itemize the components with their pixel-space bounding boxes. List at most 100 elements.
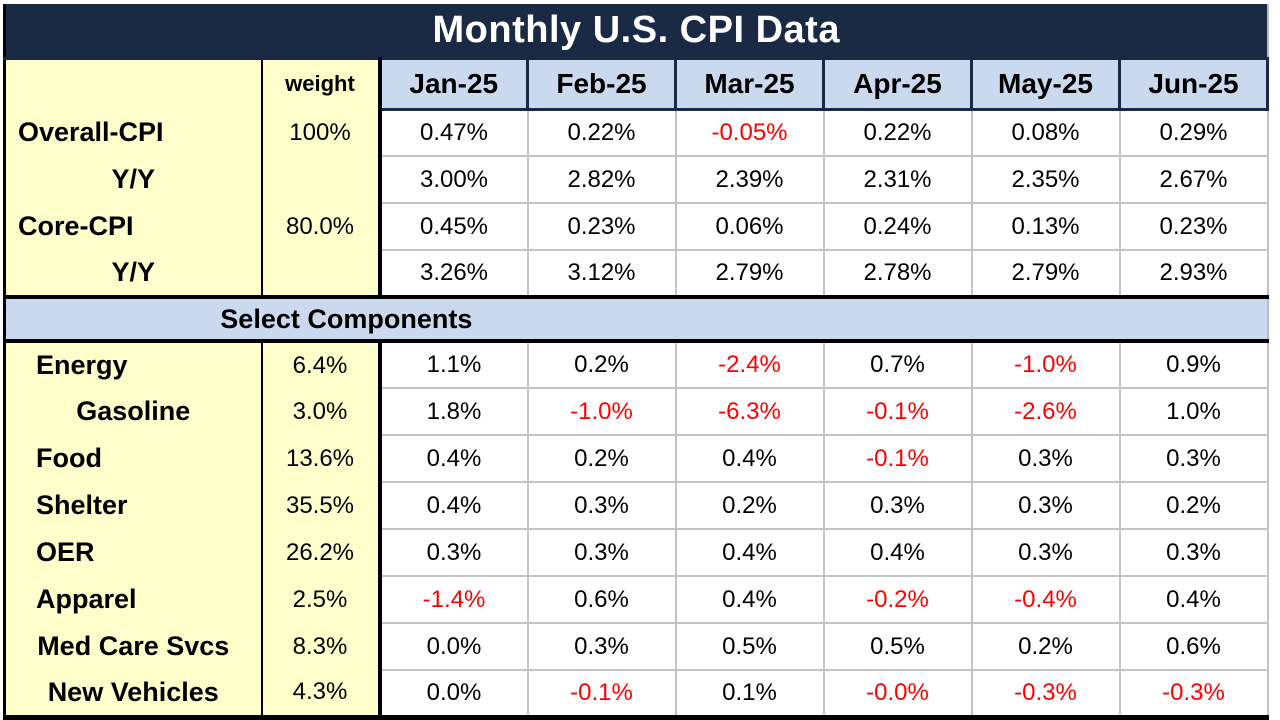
value-cell: 2.79%	[674, 249, 825, 298]
column-header-row: weight Jan-25 Feb-25 Mar-25 Apr-25 May-2…	[4, 56, 1269, 111]
value-cell: 0.4%	[378, 434, 529, 483]
weight-cell: 100%	[261, 109, 382, 156]
row-label: Energy	[4, 341, 263, 388]
value-cell: 0.3%	[1118, 528, 1269, 577]
value-cell: 0.08%	[970, 108, 1121, 157]
value-cell: 0.22%	[526, 108, 677, 157]
value-cell: -0.4%	[970, 575, 1121, 624]
value-cell: 2.35%	[970, 155, 1121, 204]
weight-cell: 4.3%	[261, 670, 382, 717]
value-cell: 3.12%	[526, 249, 677, 298]
value-cell: -0.3%	[1118, 669, 1269, 718]
table-row-apparel: Apparel 2.5% -1.4% 0.6% 0.4% -0.2% -0.4%…	[4, 575, 1269, 624]
value-cell: 0.3%	[822, 481, 973, 530]
value-cell: 0.2%	[970, 622, 1121, 671]
value-cell: 0.24%	[822, 202, 973, 251]
value-cell: 2.79%	[970, 249, 1121, 298]
value-cell: 0.7%	[822, 340, 973, 389]
weight-cell: 8.3%	[261, 623, 382, 670]
weight-cell: 3.0%	[261, 388, 382, 435]
value-cell: 0.3%	[526, 622, 677, 671]
value-cell: 2.31%	[822, 155, 973, 204]
value-cell: 2.39%	[674, 155, 825, 204]
value-cell: 0.6%	[526, 575, 677, 624]
value-cell: -0.1%	[822, 434, 973, 483]
cpi-table: Monthly U.S. CPI Data weight Jan-25 Feb-…	[3, 4, 1269, 720]
value-cell: 0.3%	[526, 528, 677, 577]
month-header-may: May-25	[970, 56, 1121, 111]
value-cell: 0.2%	[674, 481, 825, 530]
value-cell: 0.4%	[674, 434, 825, 483]
value-cell: 0.23%	[1118, 202, 1269, 251]
value-cell: 0.6%	[1118, 622, 1269, 671]
table-row-gasoline: Gasoline 3.0% 1.8% -1.0% -6.3% -0.1% -2.…	[4, 387, 1269, 436]
row-label: Y/Y	[4, 156, 263, 203]
value-cell: 2.82%	[526, 155, 677, 204]
value-cell: 0.0%	[378, 622, 529, 671]
row-label: Gasoline	[4, 388, 263, 435]
value-cell: 0.2%	[1118, 481, 1269, 530]
value-cell: 0.4%	[1118, 575, 1269, 624]
weight-cell: 26.2%	[261, 529, 382, 576]
value-cell: 0.0%	[378, 669, 529, 718]
value-cell: -0.0%	[822, 669, 973, 718]
section-label: Select Components	[220, 303, 473, 334]
weight-cell	[261, 250, 382, 297]
weight-cell: 6.4%	[261, 341, 382, 388]
row-label: Shelter	[4, 482, 263, 529]
row-label: Y/Y	[4, 250, 263, 297]
table-row-oer: OER 26.2% 0.3% 0.3% 0.4% 0.4% 0.3% 0.3%	[4, 528, 1269, 577]
month-header-jun: Jun-25	[1118, 56, 1269, 111]
value-cell: 2.93%	[1118, 249, 1269, 298]
value-cell: 2.67%	[1118, 155, 1269, 204]
value-cell: 0.5%	[674, 622, 825, 671]
value-cell: 0.3%	[970, 528, 1121, 577]
month-header-jan: Jan-25	[378, 56, 529, 111]
value-cell: 0.2%	[526, 434, 677, 483]
value-cell: -0.2%	[822, 575, 973, 624]
table-row-core-cpi: Core-CPI 80.0% 0.45% 0.23% 0.06% 0.24% 0…	[4, 202, 1269, 251]
value-cell: 0.4%	[378, 481, 529, 530]
value-cell: 1.0%	[1118, 387, 1269, 436]
month-header-apr: Apr-25	[822, 56, 973, 111]
row-label: Overall-CPI	[4, 109, 263, 156]
value-cell: 1.1%	[378, 340, 529, 389]
table-row-core-yy: Y/Y 3.26% 3.12% 2.79% 2.78% 2.79% 2.93%	[4, 249, 1269, 298]
value-cell: -0.05%	[674, 108, 825, 157]
row-label: Food	[4, 435, 263, 482]
value-cell: 0.3%	[970, 481, 1121, 530]
value-cell: 0.4%	[674, 528, 825, 577]
weight-cell: 35.5%	[261, 482, 382, 529]
row-label: OER	[4, 529, 263, 576]
weight-cell	[261, 156, 382, 203]
value-cell: 0.3%	[378, 528, 529, 577]
value-cell: 0.13%	[970, 202, 1121, 251]
row-label: Apparel	[4, 576, 263, 623]
value-cell: 0.5%	[822, 622, 973, 671]
value-cell: -1.4%	[378, 575, 529, 624]
value-cell: 0.4%	[822, 528, 973, 577]
value-cell: -0.3%	[970, 669, 1121, 718]
value-cell: -6.3%	[674, 387, 825, 436]
value-cell: -0.1%	[526, 669, 677, 718]
weight-header: weight	[261, 58, 382, 109]
table-title: Monthly U.S. CPI Data	[4, 4, 1268, 60]
value-cell: 0.2%	[526, 340, 677, 389]
row-label: Core-CPI	[4, 203, 263, 250]
value-cell: 0.3%	[970, 434, 1121, 483]
month-header-mar: Mar-25	[674, 56, 825, 111]
table-row-new-vehicles: New Vehicles 4.3% 0.0% -0.1% 0.1% -0.0% …	[4, 669, 1269, 718]
value-cell: 2.78%	[822, 249, 973, 298]
value-cell: 0.47%	[378, 108, 529, 157]
weight-cell: 2.5%	[261, 576, 382, 623]
table-row-overall-yy: Y/Y 3.00% 2.82% 2.39% 2.31% 2.35% 2.67%	[4, 155, 1269, 204]
value-cell: 0.45%	[378, 202, 529, 251]
weight-cell: 13.6%	[261, 435, 382, 482]
value-cell: 1.8%	[378, 387, 529, 436]
value-cell: -2.4%	[674, 340, 825, 389]
weight-cell: 80.0%	[261, 203, 382, 250]
value-cell: -1.0%	[526, 387, 677, 436]
row-label: Med Care Svcs	[4, 623, 263, 670]
month-header-feb: Feb-25	[526, 56, 677, 111]
value-cell: 0.1%	[674, 669, 825, 718]
